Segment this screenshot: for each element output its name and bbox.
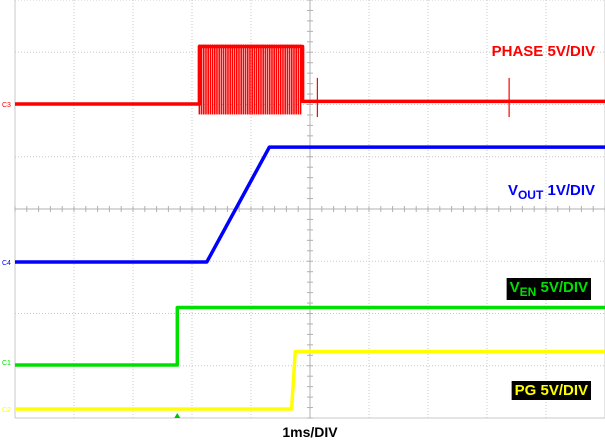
series-label-background-pg xyxy=(511,381,591,400)
trace-phase xyxy=(15,44,605,106)
series-label-scale: 1V/DIV xyxy=(543,182,595,199)
traces xyxy=(15,44,605,411)
trace-vout xyxy=(15,145,605,264)
channel-marker-pg: C2 xyxy=(2,407,11,414)
series-label-vout: VOUT 1V/DIV xyxy=(508,182,595,202)
grid xyxy=(14,0,605,419)
trace-pg xyxy=(15,349,605,411)
channel-marker-vout: C4 xyxy=(2,260,11,267)
channel-markers: C3 C4 C1 C2 xyxy=(2,102,181,418)
channel-marker-phase: C3 xyxy=(2,102,11,109)
channel-marker-ven: C1 xyxy=(2,360,11,367)
series-label-subscript: EN xyxy=(520,285,537,299)
series-label-scale: 5V/DIV xyxy=(536,279,588,296)
trace-ven xyxy=(15,305,605,367)
series-label-main: V xyxy=(508,182,518,199)
series-label-main: V xyxy=(510,279,520,296)
series-label-pg: PG 5V/DIV xyxy=(515,382,588,399)
trigger-marker xyxy=(174,413,181,418)
series-label-phase: PHASE 5V/DIV xyxy=(492,43,595,60)
series-label-background-ven xyxy=(506,278,591,300)
series-label-ven: VEN 5V/DIV xyxy=(510,279,588,299)
x-axis-label: 1ms/DIV xyxy=(282,424,338,440)
series-label-subscript: OUT xyxy=(518,188,544,202)
